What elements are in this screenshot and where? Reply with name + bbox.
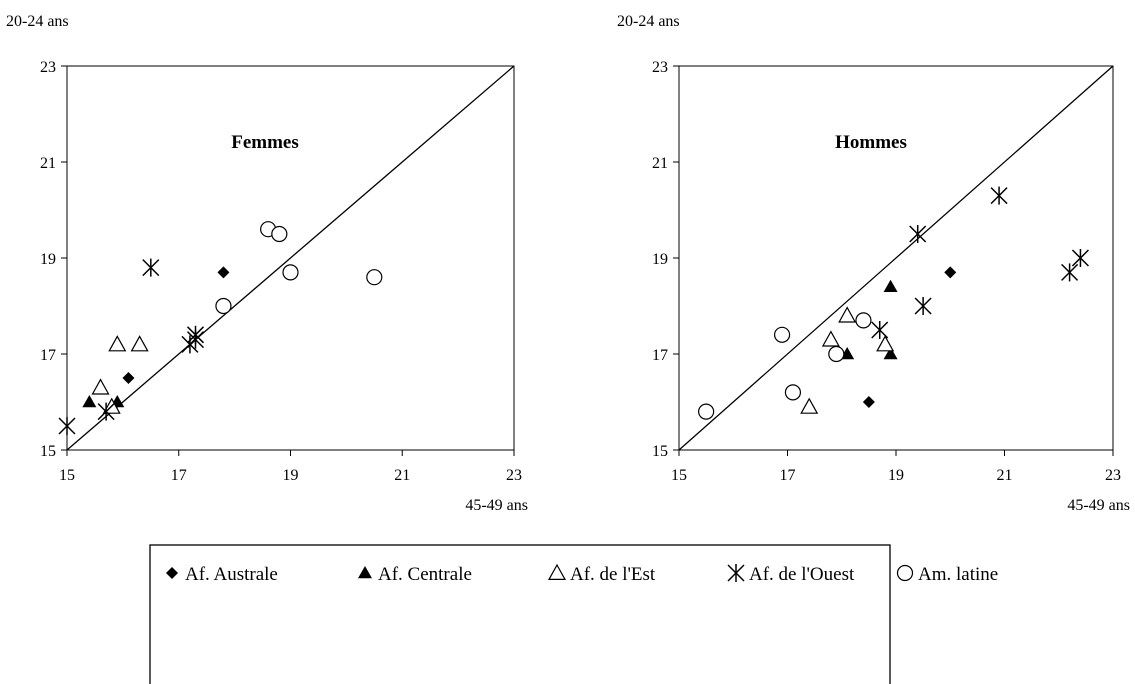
data-point bbox=[914, 297, 932, 315]
y-tick-label: 17 bbox=[40, 347, 56, 364]
data-point bbox=[58, 417, 76, 435]
data-point bbox=[1071, 249, 1089, 267]
y-axis-label: 20-24 ans bbox=[6, 13, 69, 30]
data-point bbox=[855, 312, 872, 329]
y-tick-label: 17 bbox=[652, 347, 668, 364]
legend-item: Af. Australe bbox=[166, 564, 278, 585]
y-tick-label: 21 bbox=[40, 155, 56, 172]
data-point bbox=[784, 384, 802, 401]
legend-box bbox=[149, 544, 891, 684]
data-point bbox=[883, 347, 898, 360]
y-tick-label: 19 bbox=[652, 251, 668, 268]
panel-title: Hommes bbox=[835, 132, 907, 153]
data-point bbox=[1061, 263, 1079, 282]
legend-label: Af. de l'Ouest bbox=[749, 564, 855, 585]
legend: Af. Australe Af. Centrale Af. de l'Est Af. … bbox=[149, 544, 998, 684]
x-tick-label: 19 bbox=[888, 467, 904, 484]
data-point bbox=[215, 297, 232, 315]
legend-items: Af. Australe Af. Centrale Af. de l'Est Af. … bbox=[166, 563, 998, 585]
x-tick-label: 15 bbox=[671, 467, 687, 484]
chart-femmes: 20-24 ans Femmes 15 17 19 21 23 15 17 19 21 23 45… bbox=[6, 13, 528, 514]
reference-line bbox=[66, 65, 515, 451]
data-point bbox=[876, 335, 895, 352]
data-point bbox=[186, 325, 205, 344]
data-point bbox=[838, 306, 857, 323]
legend-label: Af. Australe bbox=[185, 564, 278, 585]
legend-marker bbox=[166, 567, 178, 579]
data-point bbox=[698, 403, 715, 420]
y-tick-label: 21 bbox=[652, 155, 668, 172]
y-tick-label: 23 bbox=[652, 59, 668, 76]
data-point bbox=[217, 266, 230, 279]
y-tick-label: 23 bbox=[40, 59, 56, 76]
x-tick-label: 23 bbox=[506, 467, 522, 484]
diagonal-line bbox=[678, 65, 1114, 451]
chart-hommes: 20-24 ans Hommes 15 17 19 21 23 15 17 19 21 23 45… bbox=[617, 13, 1130, 514]
data-point bbox=[282, 264, 299, 281]
panel-title: Femmes bbox=[231, 132, 299, 153]
x-tick-label: 21 bbox=[997, 467, 1013, 484]
data-points bbox=[58, 221, 383, 435]
legend-marker bbox=[727, 564, 745, 582]
data-point bbox=[944, 266, 957, 279]
data-point bbox=[271, 225, 288, 243]
legend-item: Af. de l'Est bbox=[547, 563, 656, 585]
legend-marker bbox=[547, 563, 567, 581]
data-point bbox=[909, 225, 927, 243]
legend-item: Af. Centrale bbox=[358, 564, 472, 585]
x-tick-label: 21 bbox=[394, 467, 410, 484]
data-points bbox=[698, 186, 1089, 420]
reference-line bbox=[678, 65, 1114, 451]
y-tick-label: 15 bbox=[40, 443, 56, 460]
diagonal-line bbox=[66, 65, 515, 451]
axis-ticks: 15 17 19 21 23 15 17 19 21 23 bbox=[652, 59, 1121, 484]
data-point bbox=[862, 396, 875, 408]
axis-ticks: 15 17 19 21 23 15 17 19 21 23 bbox=[40, 59, 522, 484]
data-point bbox=[366, 269, 383, 286]
data-point bbox=[82, 395, 97, 408]
data-point bbox=[91, 378, 110, 395]
data-point bbox=[821, 330, 840, 347]
y-tick-label: 19 bbox=[40, 251, 56, 268]
data-point bbox=[800, 397, 819, 414]
data-point bbox=[828, 345, 845, 363]
x-tick-label: 17 bbox=[171, 467, 187, 484]
y-tick-label: 15 bbox=[652, 443, 668, 460]
legend-marker bbox=[358, 566, 372, 579]
legend-marker bbox=[896, 564, 914, 582]
data-point bbox=[871, 321, 889, 339]
data-point bbox=[122, 372, 135, 384]
legend-item: Af. de l'Ouest bbox=[727, 564, 855, 585]
y-axis-label: 20-24 ans bbox=[617, 13, 680, 30]
data-point bbox=[97, 402, 115, 421]
x-tick-label: 17 bbox=[780, 467, 796, 484]
x-tick-label: 15 bbox=[59, 467, 75, 484]
x-axis-label: 45-49 ans bbox=[465, 497, 528, 514]
x-tick-label: 19 bbox=[283, 467, 299, 484]
legend-label: Af. Centrale bbox=[378, 564, 472, 585]
data-point bbox=[990, 186, 1008, 205]
data-point bbox=[142, 258, 160, 277]
x-tick-label: 23 bbox=[1105, 467, 1121, 484]
legend-item: Am. latine bbox=[896, 564, 998, 585]
data-point bbox=[773, 326, 791, 343]
data-point bbox=[883, 279, 898, 293]
data-point bbox=[108, 335, 127, 352]
x-axis-label: 45-49 ans bbox=[1067, 497, 1130, 514]
data-point bbox=[130, 335, 149, 352]
legend-label: Am. latine bbox=[918, 564, 998, 585]
legend-label: Af. de l'Est bbox=[570, 564, 656, 585]
